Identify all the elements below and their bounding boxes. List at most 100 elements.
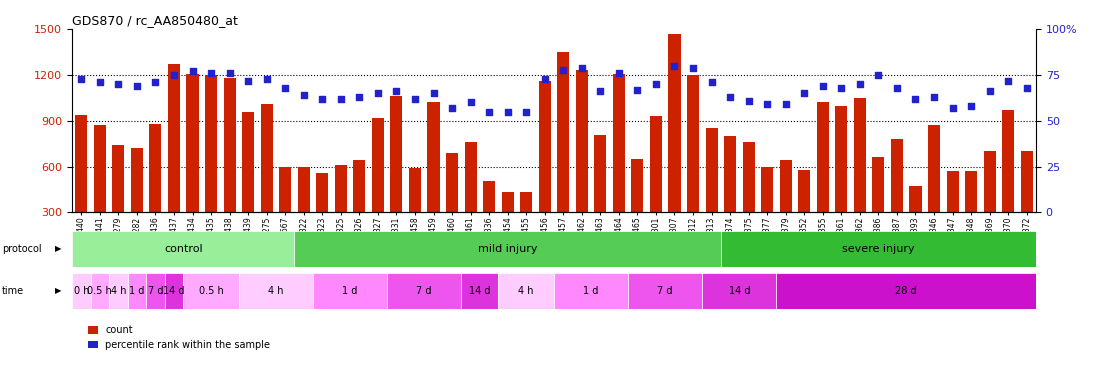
Bar: [965, 171, 977, 212]
Bar: [260, 104, 273, 212]
Bar: [243, 112, 254, 212]
Point: [499, 109, 516, 115]
Point: [314, 96, 331, 102]
Bar: [224, 78, 236, 212]
Bar: [316, 173, 328, 212]
Text: GDS870 / rc_AA850480_at: GDS870 / rc_AA850480_at: [72, 14, 238, 27]
Bar: [702, 273, 777, 309]
Point: [332, 96, 350, 102]
Bar: [910, 186, 922, 212]
Text: 7 d: 7 d: [417, 286, 432, 296]
Bar: [613, 74, 625, 212]
Bar: [817, 102, 829, 212]
Bar: [499, 273, 554, 309]
Point: [981, 89, 998, 94]
Bar: [706, 128, 718, 212]
Point: [554, 67, 572, 72]
Point: [165, 72, 183, 78]
Bar: [447, 153, 458, 212]
Bar: [390, 96, 402, 212]
Bar: [1020, 151, 1033, 212]
Text: ▶: ▶: [55, 244, 62, 253]
Bar: [946, 171, 958, 212]
Point: [592, 89, 609, 94]
Bar: [835, 105, 848, 212]
Point: [666, 63, 684, 69]
Text: 1 d: 1 d: [130, 286, 144, 296]
Text: control: control: [164, 244, 203, 254]
Point: [202, 70, 219, 76]
Point: [889, 85, 906, 91]
Bar: [798, 169, 810, 212]
Bar: [387, 273, 461, 309]
Point: [611, 70, 628, 76]
Point: [684, 65, 701, 71]
Point: [462, 100, 480, 105]
Bar: [205, 75, 217, 212]
Text: 1 d: 1 d: [584, 286, 598, 296]
Point: [796, 90, 813, 96]
Bar: [1002, 110, 1014, 212]
Point: [832, 85, 850, 91]
Point: [350, 94, 368, 100]
Bar: [594, 134, 606, 212]
Point: [146, 79, 164, 85]
Point: [72, 76, 90, 82]
Point: [407, 96, 424, 102]
Bar: [557, 52, 570, 212]
Point: [91, 79, 109, 85]
Text: protocol: protocol: [2, 244, 42, 254]
Bar: [75, 115, 88, 212]
Point: [925, 94, 943, 100]
Bar: [72, 231, 295, 267]
Text: 1 d: 1 d: [342, 286, 358, 296]
Bar: [650, 116, 661, 212]
Text: severe injury: severe injury: [842, 244, 915, 254]
Point: [536, 76, 554, 82]
Bar: [183, 273, 239, 309]
Point: [258, 76, 276, 82]
Point: [870, 72, 888, 78]
Point: [369, 90, 387, 96]
Point: [573, 65, 591, 71]
Bar: [777, 273, 1036, 309]
Point: [999, 78, 1017, 83]
Bar: [854, 98, 865, 212]
Bar: [239, 273, 314, 309]
Bar: [314, 273, 387, 309]
Text: 7 d: 7 d: [657, 286, 673, 296]
Point: [851, 81, 869, 87]
Point: [388, 89, 406, 94]
Point: [906, 96, 924, 102]
Bar: [721, 231, 1036, 267]
Bar: [409, 168, 421, 212]
Bar: [127, 273, 146, 309]
Text: 4 h: 4 h: [519, 286, 534, 296]
Bar: [372, 118, 383, 212]
Point: [443, 105, 461, 111]
Point: [129, 83, 146, 89]
Point: [758, 101, 776, 107]
Bar: [461, 273, 499, 309]
Bar: [131, 148, 143, 212]
Text: 0.5 h: 0.5 h: [198, 286, 224, 296]
Bar: [464, 142, 476, 212]
Text: 14 d: 14 d: [729, 286, 750, 296]
Bar: [94, 125, 106, 212]
Bar: [984, 151, 996, 212]
Bar: [725, 136, 736, 212]
Point: [721, 94, 739, 100]
Bar: [91, 273, 109, 309]
Bar: [279, 167, 291, 212]
Point: [220, 70, 238, 76]
Point: [480, 109, 497, 115]
Text: mild injury: mild injury: [478, 244, 537, 254]
Text: 4 h: 4 h: [268, 286, 284, 296]
Bar: [742, 142, 755, 212]
Legend: count, percentile rank within the sample: count, percentile rank within the sample: [88, 325, 270, 350]
Bar: [872, 157, 884, 212]
Point: [702, 79, 720, 85]
Bar: [146, 273, 165, 309]
Text: 7 d: 7 d: [147, 286, 163, 296]
Bar: [335, 165, 347, 212]
